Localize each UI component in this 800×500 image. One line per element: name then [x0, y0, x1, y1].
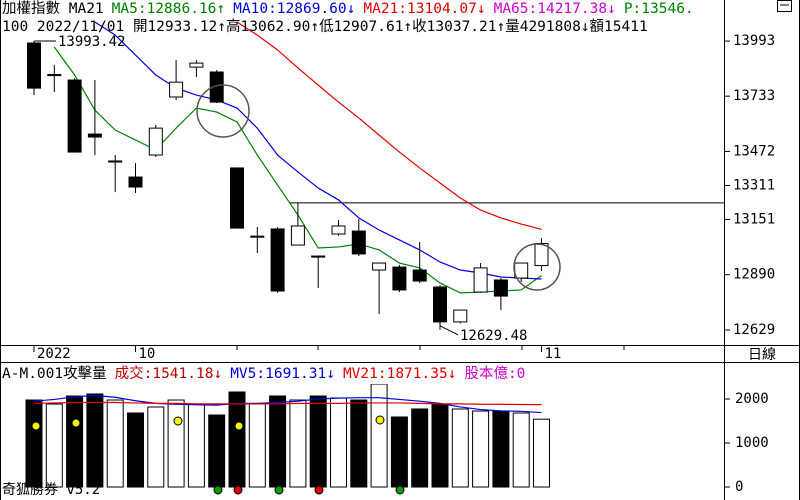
volume-bar	[309, 395, 327, 488]
volume-bar	[248, 403, 266, 488]
volume-bar	[492, 410, 510, 488]
candle-body	[250, 235, 265, 238]
volume-bar	[411, 408, 429, 488]
volume-bar	[390, 416, 408, 488]
candle-body	[514, 262, 529, 279]
legend-entry: 股本億:0	[464, 365, 525, 382]
legend-entry: MV5:1691.31↓	[230, 366, 335, 382]
label-leader	[439, 325, 459, 336]
header-line1: 加權指數 MA21 MA5:12886.16↑ MA10:12869.60↓ MA21…	[2, 0, 694, 17]
x-tick-label: 11	[545, 346, 562, 362]
legend-entry: 加權指數 MA21	[2, 0, 104, 17]
candle-body	[534, 243, 549, 267]
signal-dots	[31, 415, 405, 495]
volume-bar	[25, 399, 43, 488]
volume-bar	[533, 418, 550, 488]
candle-body	[47, 74, 62, 77]
volume-bar	[66, 395, 84, 488]
candle-body	[311, 255, 326, 258]
volume-bar	[106, 399, 124, 488]
candle-body	[87, 133, 102, 138]
candle-body	[453, 309, 468, 323]
candle-body	[351, 230, 366, 255]
x-tick-label: 2022	[37, 346, 71, 362]
candle-body	[433, 286, 447, 323]
volume-bar	[289, 399, 307, 488]
y-tick-label: 13472	[733, 143, 775, 159]
volume-bar	[451, 408, 469, 488]
volume-bar	[86, 393, 104, 488]
footer: 奇狐勝券 v5.2	[2, 481, 100, 498]
y-tick-label: 13151	[733, 211, 775, 227]
candle-body	[148, 127, 163, 156]
legend-entry: MA10:12869.60↓	[233, 1, 355, 17]
date-ticks	[236, 345, 625, 350]
candle-body	[473, 267, 488, 293]
y-tick-label: 12890	[733, 267, 775, 283]
candle-body	[493, 279, 508, 297]
candle-body	[392, 266, 407, 291]
legend-entry: P:13546.	[624, 1, 694, 17]
volume-bar	[187, 403, 205, 488]
candle-body	[209, 71, 224, 103]
candle-body	[67, 79, 82, 153]
volume-bar	[167, 399, 185, 488]
candle-body	[169, 81, 184, 98]
candle-body	[27, 42, 41, 89]
highlight-circle	[196, 84, 250, 138]
high-label: 13993.42	[58, 34, 125, 50]
y-tick-label: 13311	[733, 178, 775, 194]
highlight-circle	[513, 243, 561, 291]
y-tick-label: 2000	[735, 391, 769, 407]
volume-panel	[25, 384, 550, 488]
legend-entry: MA65:14217.38↓	[494, 1, 616, 17]
legend-entry: MA5:12886.16↑	[112, 1, 226, 17]
volume-bar	[330, 397, 347, 488]
header-line2: 100 2022/11/01 開12933.12↑高13062.90↑低1290…	[2, 18, 648, 35]
volume-bar	[472, 410, 490, 488]
volume-bar	[45, 403, 63, 488]
y-tick-label: 13733	[733, 88, 775, 104]
low-label: 12629.48	[460, 328, 527, 344]
volume-bar	[350, 399, 368, 488]
ma-line	[236, 21, 542, 230]
volume-bar	[228, 391, 246, 488]
legend-entry: MV21:1871.35↓	[343, 366, 457, 382]
y-tick-label: 1000	[735, 435, 769, 451]
volume-bar	[208, 414, 226, 488]
candle-body	[108, 160, 123, 163]
candle-body	[128, 176, 143, 188]
candle-body	[270, 228, 285, 292]
y-tick-label: 0	[735, 479, 743, 495]
volume-bar	[147, 406, 165, 488]
candle-body	[372, 262, 387, 271]
price-panel	[27, 21, 724, 330]
legend-entry: MA21:13104.07↓	[363, 1, 485, 17]
volume-bar	[269, 395, 287, 488]
legend-entry: A-M.001攻擊量	[2, 364, 107, 382]
y-tick-label: 12629	[733, 322, 775, 338]
candle-body	[331, 225, 346, 235]
ma-line	[33, 394, 542, 414]
volume-bar	[370, 384, 388, 488]
candle-body	[412, 269, 427, 282]
candle-body	[290, 225, 305, 246]
volume-bar	[431, 403, 449, 488]
legend-entry: 成交:1541.18↓	[115, 364, 223, 382]
candle-body	[230, 167, 244, 229]
ma-line	[33, 401, 542, 406]
y-tick-label: 13993	[733, 33, 775, 49]
x-tick-label: 10	[139, 346, 156, 362]
candle-body	[189, 62, 204, 68]
period-label: 日線	[748, 347, 776, 363]
volume-bar	[512, 412, 530, 488]
axes: 13993 13733 13472 13311 13151 12890 12629 0 1000…	[33, 33, 775, 495]
volume-legend: A-M.001攻擊量 成交:1541.18↓ MV5:1691.31↓ MV21:18…	[2, 364, 525, 382]
volume-bar	[127, 412, 144, 488]
